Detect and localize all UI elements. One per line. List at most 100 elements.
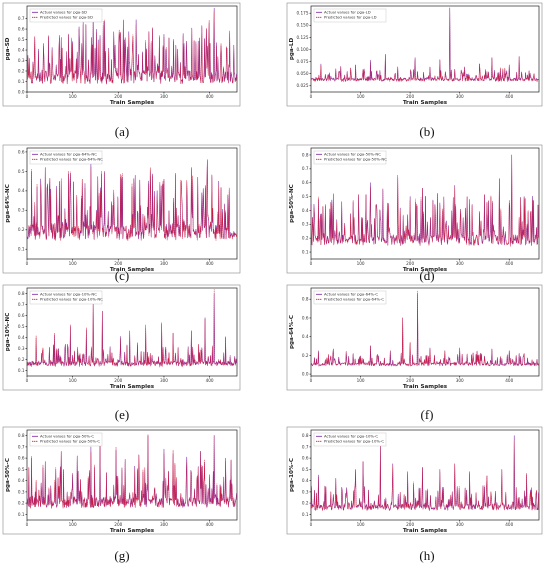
y-tick-label: 0.5 bbox=[18, 169, 25, 174]
y-tick-label: 0.0 bbox=[302, 372, 309, 377]
chart-panel-c: 0.1 0.2 0.3 0.4 0.5 0.6 0 100 200 300 400 Train Sam… bbox=[2, 144, 241, 283]
legend-box bbox=[313, 432, 387, 447]
series-line-predicted bbox=[26, 11, 237, 85]
legend-label: Actual values for pga-50%-NC bbox=[324, 152, 381, 157]
y-tick-label: 0.7 bbox=[18, 16, 25, 21]
x-tick-label: 0 bbox=[310, 522, 313, 527]
chart-panel-f: 0.0 0.2 0.4 0.6 0.8 0 100 200 300 400 Train Sample… bbox=[286, 284, 543, 422]
x-axis-title: Train Samples bbox=[403, 384, 448, 390]
chart-panel-h: 0.1 0.2 0.3 0.4 0.5 0.6 0.7 0.8 0 100 200 300 400 Tra… bbox=[286, 426, 543, 563]
x-tick-label: 200 bbox=[114, 94, 122, 99]
y-tick-label: 0.125 bbox=[297, 35, 309, 40]
y-tick-label: 0.8 bbox=[18, 291, 25, 296]
x-tick-label: 0 bbox=[26, 522, 29, 527]
x-axis-title: Train Samples bbox=[110, 528, 155, 534]
legend-label: Actual values for pga-SD bbox=[40, 10, 87, 15]
x-tick-label: 400 bbox=[505, 261, 513, 266]
y-tick-label: 0.8 bbox=[18, 433, 25, 438]
y-tick-label: 0.1 bbox=[18, 79, 25, 84]
y-tick-label: 0.3 bbox=[302, 489, 309, 494]
x-tick-label: 400 bbox=[206, 522, 214, 527]
plot-area bbox=[310, 5, 540, 93]
legend-label: Predicted values for pga-64%-C bbox=[324, 297, 384, 302]
legend-label: Predicted values for pga-10%-C bbox=[324, 439, 384, 444]
legend-label: Predicted values for pga-LD bbox=[324, 15, 377, 20]
x-tick-label: 0 bbox=[310, 261, 313, 266]
chart-panel-d: 0.1 0.2 0.3 0.4 0.5 0.6 0.7 0.8 0 100 200 300 400 Tra… bbox=[286, 144, 543, 283]
x-axis-title: Train Samples bbox=[110, 384, 155, 390]
x-tick-label: 100 bbox=[357, 94, 365, 99]
y-tick-label: 0.025 bbox=[297, 83, 309, 88]
chart-panel-a: 0.0 0.1 0.2 0.3 0.4 0.5 0.6 0.7 0 100 200 300 400 Tra… bbox=[2, 2, 241, 139]
x-tick-label: 200 bbox=[406, 378, 414, 383]
y-tick-label: 0.6 bbox=[18, 26, 25, 31]
y-tick-label: 0.3 bbox=[18, 58, 25, 63]
y-tick-label: 0.4 bbox=[18, 335, 25, 340]
y-tick-label: 0.1 bbox=[302, 512, 309, 517]
chart-panel-e: 0.1 0.2 0.3 0.4 0.5 0.6 0.7 0.8 0 100 200 300 400 Tra… bbox=[2, 284, 241, 422]
plot-area bbox=[26, 429, 238, 521]
y-tick-label: 0.1 bbox=[302, 249, 309, 254]
plot-area bbox=[26, 287, 238, 377]
legend-label: Actual values for pga-64%-NC bbox=[40, 152, 97, 157]
y-tick-label: 0.8 bbox=[302, 152, 309, 157]
x-tick-label: 400 bbox=[505, 522, 513, 527]
y-axis-title: pga-10%-C bbox=[289, 458, 295, 492]
y-axis-title: pga-LD bbox=[289, 37, 295, 60]
y-tick-label: 0.150 bbox=[297, 23, 309, 28]
y-tick-label: 0.7 bbox=[18, 444, 25, 449]
legend-box bbox=[29, 8, 103, 23]
legend-label: Predicted values for pga-SD bbox=[40, 15, 93, 20]
y-tick-label: 0.3 bbox=[302, 222, 309, 227]
series-line-predicted bbox=[26, 289, 237, 368]
y-tick-label: 0.6 bbox=[18, 149, 25, 154]
y-tick-label: 0.6 bbox=[18, 313, 25, 318]
legend-box bbox=[313, 8, 387, 23]
panel-caption: (f) bbox=[421, 407, 434, 422]
y-tick-label: 0.2 bbox=[18, 68, 25, 73]
chart-panel-g: 0.1 0.2 0.3 0.4 0.5 0.6 0.7 0.8 0 100 200 300 400 Tra… bbox=[2, 426, 241, 563]
legend-box bbox=[313, 290, 387, 305]
y-tick-label: 0.8 bbox=[302, 297, 309, 302]
x-tick-label: 300 bbox=[160, 261, 168, 266]
x-tick-label: 200 bbox=[114, 522, 122, 527]
y-tick-label: 0.3 bbox=[18, 489, 25, 494]
y-axis-title: pga-64%-NC bbox=[5, 184, 11, 223]
x-tick-label: 100 bbox=[357, 261, 365, 266]
x-tick-label: 100 bbox=[69, 94, 77, 99]
series-line-predicted bbox=[310, 11, 539, 83]
y-tick-label: 0.5 bbox=[302, 467, 309, 472]
y-tick-label: 0.175 bbox=[297, 11, 309, 16]
y-tick-label: 0.8 bbox=[302, 433, 309, 438]
x-tick-label: 300 bbox=[160, 378, 168, 383]
y-tick-label: 0.5 bbox=[302, 194, 309, 199]
y-tick-label: 0.4 bbox=[302, 334, 309, 339]
panel-caption: (d) bbox=[419, 268, 434, 283]
y-tick-label: 0.4 bbox=[18, 47, 25, 52]
x-tick-label: 400 bbox=[505, 94, 513, 99]
y-tick-label: 0.6 bbox=[18, 456, 25, 461]
legend-label: Actual values for pga-10%-NC bbox=[40, 292, 97, 297]
y-tick-label: 0.1 bbox=[18, 247, 25, 252]
legend-label: Actual values for pga-50%-C bbox=[40, 434, 94, 439]
x-tick-label: 300 bbox=[456, 261, 464, 266]
y-axis-title: pga-SD bbox=[5, 37, 11, 60]
y-tick-label: 0.0 bbox=[18, 89, 25, 94]
y-tick-label: 0.075 bbox=[297, 59, 309, 64]
plot-area bbox=[26, 5, 238, 93]
legend-label: Predicted values for pga-50%-NC bbox=[324, 157, 387, 162]
x-tick-label: 100 bbox=[69, 261, 77, 266]
y-tick-label: 0.100 bbox=[297, 47, 309, 52]
y-tick-label: 0.2 bbox=[18, 227, 25, 232]
panel-caption: (b) bbox=[419, 124, 434, 139]
legend-label: Predicted values for pga-64%-NC bbox=[40, 157, 103, 162]
chart-panel-b: 0.025 0.050 0.075 0.100 0.125 0.150 0.175 0 100 2… bbox=[286, 2, 543, 139]
legend-label: Predicted values for pga-50%-C bbox=[40, 439, 100, 444]
y-tick-label: 0.5 bbox=[18, 37, 25, 42]
x-axis-title: Train Samples bbox=[110, 100, 155, 106]
y-tick-label: 0.7 bbox=[302, 444, 309, 449]
y-tick-label: 0.7 bbox=[18, 302, 25, 307]
x-tick-label: 100 bbox=[357, 522, 365, 527]
y-axis-title: pga-50%-C bbox=[5, 458, 11, 492]
y-axis-title: pga-10%-NC bbox=[5, 313, 11, 352]
